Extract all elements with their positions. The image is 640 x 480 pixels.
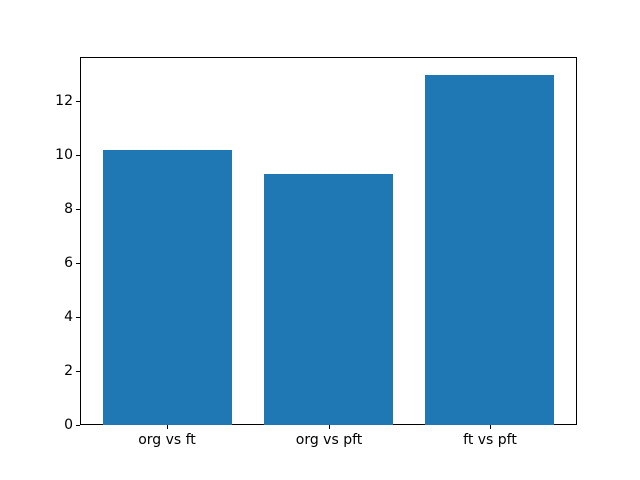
y-tick-mark [76, 101, 80, 102]
y-tick-mark [76, 209, 80, 210]
y-tick-label: 0 [64, 417, 73, 433]
x-tick-mark [490, 425, 491, 429]
bar-org-vs-pft [264, 174, 393, 425]
x-tick-label-ft-vs-pft: ft vs pft [463, 432, 517, 448]
y-tick-label: 2 [64, 363, 73, 379]
x-tick-label-org-vs-ft: org vs ft [138, 432, 196, 448]
y-tick-mark [76, 263, 80, 264]
y-tick-label: 8 [64, 201, 73, 217]
x-tick-mark [329, 425, 330, 429]
x-tick-mark [167, 425, 168, 429]
y-tick-label: 10 [55, 147, 73, 163]
y-tick-label: 4 [64, 309, 73, 325]
x-tick-label-org-vs-pft: org vs pft [295, 432, 363, 448]
y-tick-mark [76, 317, 80, 318]
bar-ft-vs-pft [425, 75, 554, 425]
bar-org-vs-ft [103, 150, 232, 425]
y-tick-label: 12 [55, 93, 73, 109]
y-tick-label: 6 [64, 255, 73, 271]
y-tick-mark [76, 155, 80, 156]
y-tick-mark [76, 371, 80, 372]
y-tick-mark [76, 425, 80, 426]
